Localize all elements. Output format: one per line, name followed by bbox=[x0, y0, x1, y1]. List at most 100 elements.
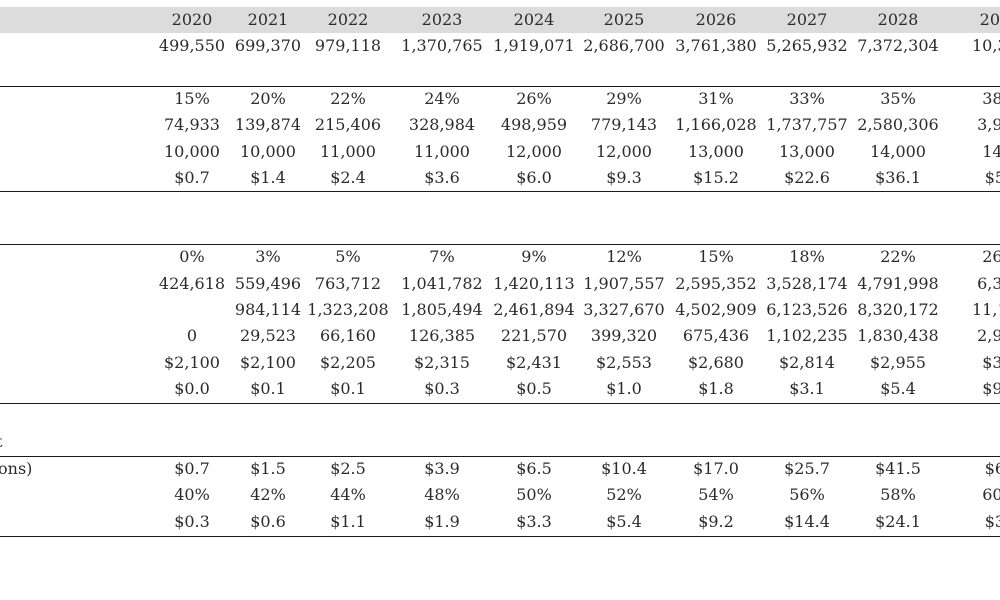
table-cell: 399,320 bbox=[590, 326, 658, 345]
table-cell: 328,984 bbox=[408, 115, 476, 134]
table-row: 0 29,523 66,160 126,385 221,570 399,320 675,43… bbox=[0, 324, 1000, 348]
table-cell: 50% bbox=[516, 485, 552, 504]
table-row: 10,000 10,000 11,000 11,000 12,000 12,000 13,0… bbox=[0, 140, 1000, 164]
table-row: 499,550 699,370 979,118 1,370,765 1,919,071 2… bbox=[0, 34, 1000, 58]
table-cell: $63 bbox=[984, 459, 1000, 478]
table-cell: 58% bbox=[880, 485, 916, 504]
table-cell: $0.7 bbox=[174, 168, 210, 187]
table-row: ons) $0.7 $1.5 $2.5 $3.9 $6.5 $10.4 $17.0 $25.7 $… bbox=[0, 457, 1000, 481]
table-cell: 12,000 bbox=[506, 142, 562, 161]
table-cell: $0.7 bbox=[174, 459, 210, 478]
table-cell: $3.1 bbox=[789, 379, 825, 398]
table-row: $0.0 $0.1 $0.1 $0.3 $0.5 $1.0 $1.8 $3.1 $5.4 $9.0 bbox=[0, 377, 1000, 401]
year-header-row: 2020 2021 2022 2023 2024 2025 2026 2027 2028 2029 bbox=[0, 8, 1000, 32]
table-cell: 40% bbox=[174, 485, 210, 504]
table-row: 40% 42% 44% 48% 50% 52% 54% 56% 58% 60% bbox=[0, 483, 1000, 507]
table-cell: $5.4 bbox=[606, 512, 642, 531]
table-cell: 11,000 bbox=[320, 142, 376, 161]
table-cell: $2,553 bbox=[596, 353, 652, 372]
table-cell: 12,000 bbox=[596, 142, 652, 161]
table-cell: $9.0 bbox=[982, 379, 1000, 398]
table-cell: $3.9 bbox=[424, 459, 460, 478]
table-cell: $6.0 bbox=[516, 168, 552, 187]
table-cell: 2,595,352 bbox=[675, 274, 757, 293]
table-cell: 26% bbox=[516, 89, 552, 108]
table-cell: 10,000 bbox=[240, 142, 296, 161]
table-cell: $10.4 bbox=[601, 459, 647, 478]
table-cell: 29% bbox=[606, 89, 642, 108]
table-cell: 29,523 bbox=[240, 326, 296, 345]
table-row: $0.3 $0.6 $1.1 $1.9 $3.3 $5.4 $9.2 $14.4 $24.1 $3… bbox=[0, 510, 1000, 534]
table-cell: 0% bbox=[179, 247, 205, 266]
table-cell: $2,205 bbox=[320, 353, 376, 372]
table-cell: $2,100 bbox=[164, 353, 220, 372]
divider-line bbox=[0, 536, 1000, 537]
table-cell: 22% bbox=[330, 89, 366, 108]
table-cell: $3.6 bbox=[424, 168, 460, 187]
table-cell: $2.4 bbox=[330, 168, 366, 187]
divider-line bbox=[0, 86, 1000, 87]
table-cell: $36.1 bbox=[875, 168, 921, 187]
table-cell: 13,000 bbox=[688, 142, 744, 161]
table-cell: 1,737,757 bbox=[766, 115, 848, 134]
table-cell: 20% bbox=[250, 89, 286, 108]
table-cell: 11,191 bbox=[972, 300, 1000, 319]
table-cell: 3% bbox=[255, 247, 281, 266]
table-cell: $2,955 bbox=[870, 353, 926, 372]
section-heading-row: t bbox=[0, 430, 1000, 454]
table-row: 0% 3% 5% 7% 9% 12% 15% 18% 22% 26% bbox=[0, 245, 1000, 269]
table-cell: 1,805,494 bbox=[401, 300, 483, 319]
table-cell: 1,420,113 bbox=[493, 274, 575, 293]
table-row: 984,114 1,323,208 1,805,494 2,461,894 3,327,… bbox=[0, 298, 1000, 322]
table-cell: 56% bbox=[789, 485, 825, 504]
table-cell: 26% bbox=[982, 247, 1000, 266]
divider-line bbox=[0, 403, 1000, 404]
table-cell: 5,265,932 bbox=[766, 36, 848, 55]
table-cell: $0.6 bbox=[250, 512, 286, 531]
table-cell: $1.9 bbox=[424, 512, 460, 531]
table-cell: $6.5 bbox=[516, 459, 552, 478]
table-cell: 74,933 bbox=[164, 115, 220, 134]
table-cell: 33% bbox=[789, 89, 825, 108]
table-cell: $3,1 bbox=[982, 353, 1000, 372]
table-cell: $9.3 bbox=[606, 168, 642, 187]
table-row: 15% 20% 22% 24% 26% 29% 31% 33% 35% 38% bbox=[0, 87, 1000, 111]
year-header-2021: 2021 bbox=[247, 10, 289, 29]
table-cell: $0.1 bbox=[250, 379, 286, 398]
table-row: $0.7 $1.4 $2.4 $3.6 $6.0 $9.3 $15.2 $22.6 $36.1 $… bbox=[0, 166, 1000, 190]
table-cell: 3,528,174 bbox=[766, 274, 848, 293]
table-cell: 1,907,557 bbox=[583, 274, 665, 293]
table-cell: 15% bbox=[174, 89, 210, 108]
divider-line bbox=[0, 191, 1000, 192]
year-header-2020: 2020 bbox=[171, 10, 213, 29]
table-cell: 42% bbox=[250, 485, 286, 504]
table-cell: 215,406 bbox=[314, 115, 382, 134]
table-cell: $2,431 bbox=[506, 353, 562, 372]
table-cell: $14.4 bbox=[784, 512, 830, 531]
row-label: ons) bbox=[0, 459, 33, 478]
table-cell: $38 bbox=[984, 512, 1000, 531]
table-cell: 24% bbox=[424, 89, 460, 108]
divider-line bbox=[0, 244, 1000, 245]
table-cell: 31% bbox=[698, 89, 734, 108]
table-cell: 126,385 bbox=[408, 326, 476, 345]
table-cell: $3.3 bbox=[516, 512, 552, 531]
table-cell: 7,372,304 bbox=[857, 36, 939, 55]
table-cell: $54 bbox=[984, 168, 1000, 187]
table-cell: 15% bbox=[698, 247, 734, 266]
table-cell: 2,686,700 bbox=[583, 36, 665, 55]
table-cell: 1,102,235 bbox=[766, 326, 848, 345]
table-cell: 44% bbox=[330, 485, 366, 504]
table-row: 424,618 559,496 763,712 1,041,782 1,420,113 1… bbox=[0, 272, 1000, 296]
table-cell: 763,712 bbox=[314, 274, 382, 293]
table-cell: 13,000 bbox=[779, 142, 835, 161]
table-cell: 52% bbox=[606, 485, 642, 504]
table-cell: $0.3 bbox=[424, 379, 460, 398]
table-cell: 1,830,438 bbox=[857, 326, 939, 345]
table-cell: 4,791,998 bbox=[857, 274, 939, 293]
table-cell: $2,814 bbox=[779, 353, 835, 372]
table-cell: 14,0 bbox=[982, 142, 1000, 161]
table-cell: 2,580,306 bbox=[857, 115, 939, 134]
table-cell: 0 bbox=[186, 326, 198, 345]
